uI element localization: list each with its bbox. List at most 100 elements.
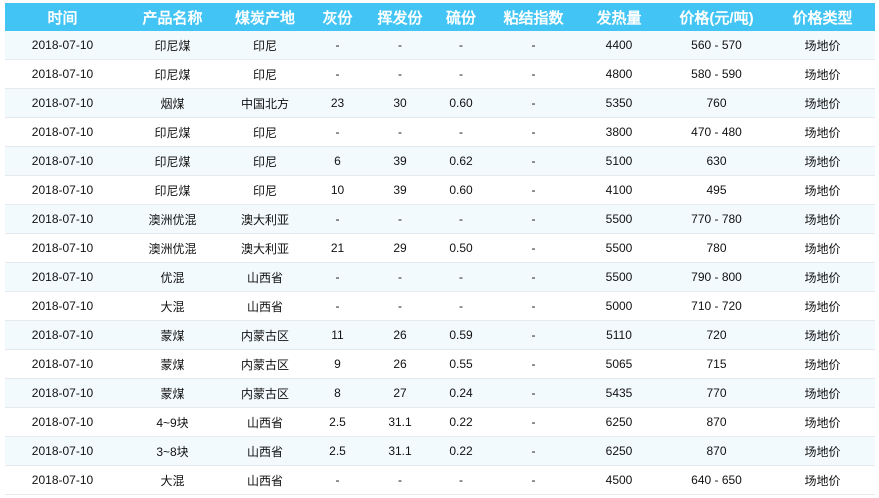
cell-origin: 澳大利亚 bbox=[225, 204, 305, 234]
cell-calorific-value: 4500 bbox=[575, 465, 663, 495]
cell-product-name: 4~9块 bbox=[120, 407, 225, 437]
cell-ash: - bbox=[305, 31, 370, 60]
cell-sulfur: - bbox=[430, 204, 492, 234]
cell-sulfur: 0.59 bbox=[430, 320, 492, 350]
cell-price: 790 - 800 bbox=[663, 262, 770, 292]
cell-sulfur: - bbox=[430, 117, 492, 147]
table-row: 2018-07-10 印尼煤 印尼 6 39 0.62-5100 630 场地价 bbox=[5, 146, 875, 176]
cell-ash: 2.5 bbox=[305, 436, 370, 466]
cell-sulfur: 0.60 bbox=[430, 88, 492, 118]
cell-ash: 10 bbox=[305, 175, 370, 205]
cell-origin: 印尼 bbox=[225, 31, 305, 60]
cell-sulfur: - bbox=[430, 262, 492, 292]
cell-price: 710 - 720 bbox=[663, 291, 770, 321]
cell-product-name: 印尼煤 bbox=[120, 117, 225, 147]
table-row: 2018-07-10 澳洲优混 澳大利亚 - - - -5500 770 - 780 场地价 bbox=[5, 204, 875, 234]
cell-sulfur: - bbox=[430, 465, 492, 495]
cell-volatile: - bbox=[370, 31, 430, 60]
cell-price: 470 - 480 bbox=[663, 117, 770, 147]
cell-price: 770 bbox=[663, 378, 770, 408]
cell-calorific-value: 6250 bbox=[575, 436, 663, 466]
cell-calorific-value: 5350 bbox=[575, 88, 663, 118]
cell-price: 580 - 590 bbox=[663, 59, 770, 89]
cell-volatile: 30 bbox=[370, 88, 430, 118]
table-row: 2018-07-10 4~9块 山西省 2.5 31.1 0.22-6250 870 场地价 bbox=[5, 407, 875, 437]
cell-origin: 印尼 bbox=[225, 175, 305, 205]
cell-calorific-value: 5100 bbox=[575, 146, 663, 176]
cell-ash: 2.5 bbox=[305, 407, 370, 437]
cell-calorific-value: 4100 bbox=[575, 175, 663, 205]
cell-caking-index: - bbox=[492, 407, 575, 437]
cell-volatile: 26 bbox=[370, 320, 430, 350]
cell-caking-index: - bbox=[492, 320, 575, 350]
cell-price-type: 场地价 bbox=[770, 291, 875, 321]
cell-caking-index: - bbox=[492, 262, 575, 292]
cell-ash: 11 bbox=[305, 320, 370, 350]
cell-ash: 21 bbox=[305, 233, 370, 263]
cell-volatile: 39 bbox=[370, 146, 430, 176]
cell-caking-index: - bbox=[492, 465, 575, 495]
cell-calorific-value: 5110 bbox=[575, 320, 663, 350]
cell-sulfur: 0.60 bbox=[430, 175, 492, 205]
cell-origin: 内蒙古区 bbox=[225, 349, 305, 379]
cell-date: 2018-07-10 bbox=[5, 88, 120, 118]
header-calorific-value: 发热量 bbox=[575, 3, 663, 31]
cell-origin: 山西省 bbox=[225, 436, 305, 466]
cell-caking-index: - bbox=[492, 175, 575, 205]
cell-caking-index: - bbox=[492, 291, 575, 321]
cell-volatile: 39 bbox=[370, 175, 430, 205]
cell-volatile: - bbox=[370, 204, 430, 234]
table-row: 2018-07-10 印尼煤 印尼 - - - -4400 560 - 570 场地价 bbox=[5, 31, 875, 60]
cell-ash: 8 bbox=[305, 378, 370, 408]
cell-caking-index: - bbox=[492, 204, 575, 234]
cell-sulfur: - bbox=[430, 31, 492, 60]
cell-volatile: - bbox=[370, 59, 430, 89]
cell-caking-index: - bbox=[492, 59, 575, 89]
cell-calorific-value: 4800 bbox=[575, 59, 663, 89]
cell-price: 870 bbox=[663, 436, 770, 466]
cell-price-type: 场地价 bbox=[770, 204, 875, 234]
cell-volatile: 26 bbox=[370, 349, 430, 379]
cell-origin: 澳大利亚 bbox=[225, 233, 305, 263]
header-caking-index: 粘结指数 bbox=[492, 3, 575, 31]
cell-sulfur: 0.24 bbox=[430, 378, 492, 408]
cell-origin: 山西省 bbox=[225, 291, 305, 321]
cell-product-name: 澳洲优混 bbox=[120, 204, 225, 234]
cell-sulfur: 0.22 bbox=[430, 436, 492, 466]
cell-date: 2018-07-10 bbox=[5, 349, 120, 379]
table-row: 2018-07-10 3~8块 山西省 2.5 31.1 0.22-6250 870 场地价 bbox=[5, 436, 875, 466]
table-row: 2018-07-10 印尼煤 印尼 - - - -3800 470 - 480 场地价 bbox=[5, 117, 875, 147]
cell-price-type: 场地价 bbox=[770, 175, 875, 205]
cell-sulfur: - bbox=[430, 291, 492, 321]
table-row: 2018-07-10 大混 山西省 - - - -4500 640 - 650 场地价 bbox=[5, 465, 875, 495]
cell-product-name: 蒙煤 bbox=[120, 378, 225, 408]
cell-price-type: 场地价 bbox=[770, 349, 875, 379]
cell-price-type: 场地价 bbox=[770, 146, 875, 176]
cell-sulfur: 0.50 bbox=[430, 233, 492, 263]
cell-volatile: - bbox=[370, 465, 430, 495]
cell-price-type: 场地价 bbox=[770, 378, 875, 408]
table-row: 2018-07-10 蒙煤 内蒙古区 9 26 0.55-5065 715 场地价 bbox=[5, 349, 875, 379]
cell-product-name: 3~8块 bbox=[120, 436, 225, 466]
cell-caking-index: - bbox=[492, 31, 575, 60]
cell-caking-index: - bbox=[492, 349, 575, 379]
cell-origin: 印尼 bbox=[225, 146, 305, 176]
cell-product-name: 大混 bbox=[120, 291, 225, 321]
cell-price-type: 场地价 bbox=[770, 233, 875, 263]
cell-price-type: 场地价 bbox=[770, 59, 875, 89]
cell-origin: 中国北方 bbox=[225, 88, 305, 118]
cell-origin: 山西省 bbox=[225, 262, 305, 292]
cell-ash: 9 bbox=[305, 349, 370, 379]
cell-price: 770 - 780 bbox=[663, 204, 770, 234]
cell-price-type: 场地价 bbox=[770, 31, 875, 60]
cell-price-type: 场地价 bbox=[770, 88, 875, 118]
cell-date: 2018-07-10 bbox=[5, 117, 120, 147]
cell-date: 2018-07-10 bbox=[5, 31, 120, 60]
cell-product-name: 大混 bbox=[120, 465, 225, 495]
cell-price-type: 场地价 bbox=[770, 436, 875, 466]
cell-ash: - bbox=[305, 204, 370, 234]
cell-calorific-value: 5500 bbox=[575, 233, 663, 263]
cell-ash: - bbox=[305, 117, 370, 147]
cell-ash: 6 bbox=[305, 146, 370, 176]
cell-caking-index: - bbox=[492, 378, 575, 408]
